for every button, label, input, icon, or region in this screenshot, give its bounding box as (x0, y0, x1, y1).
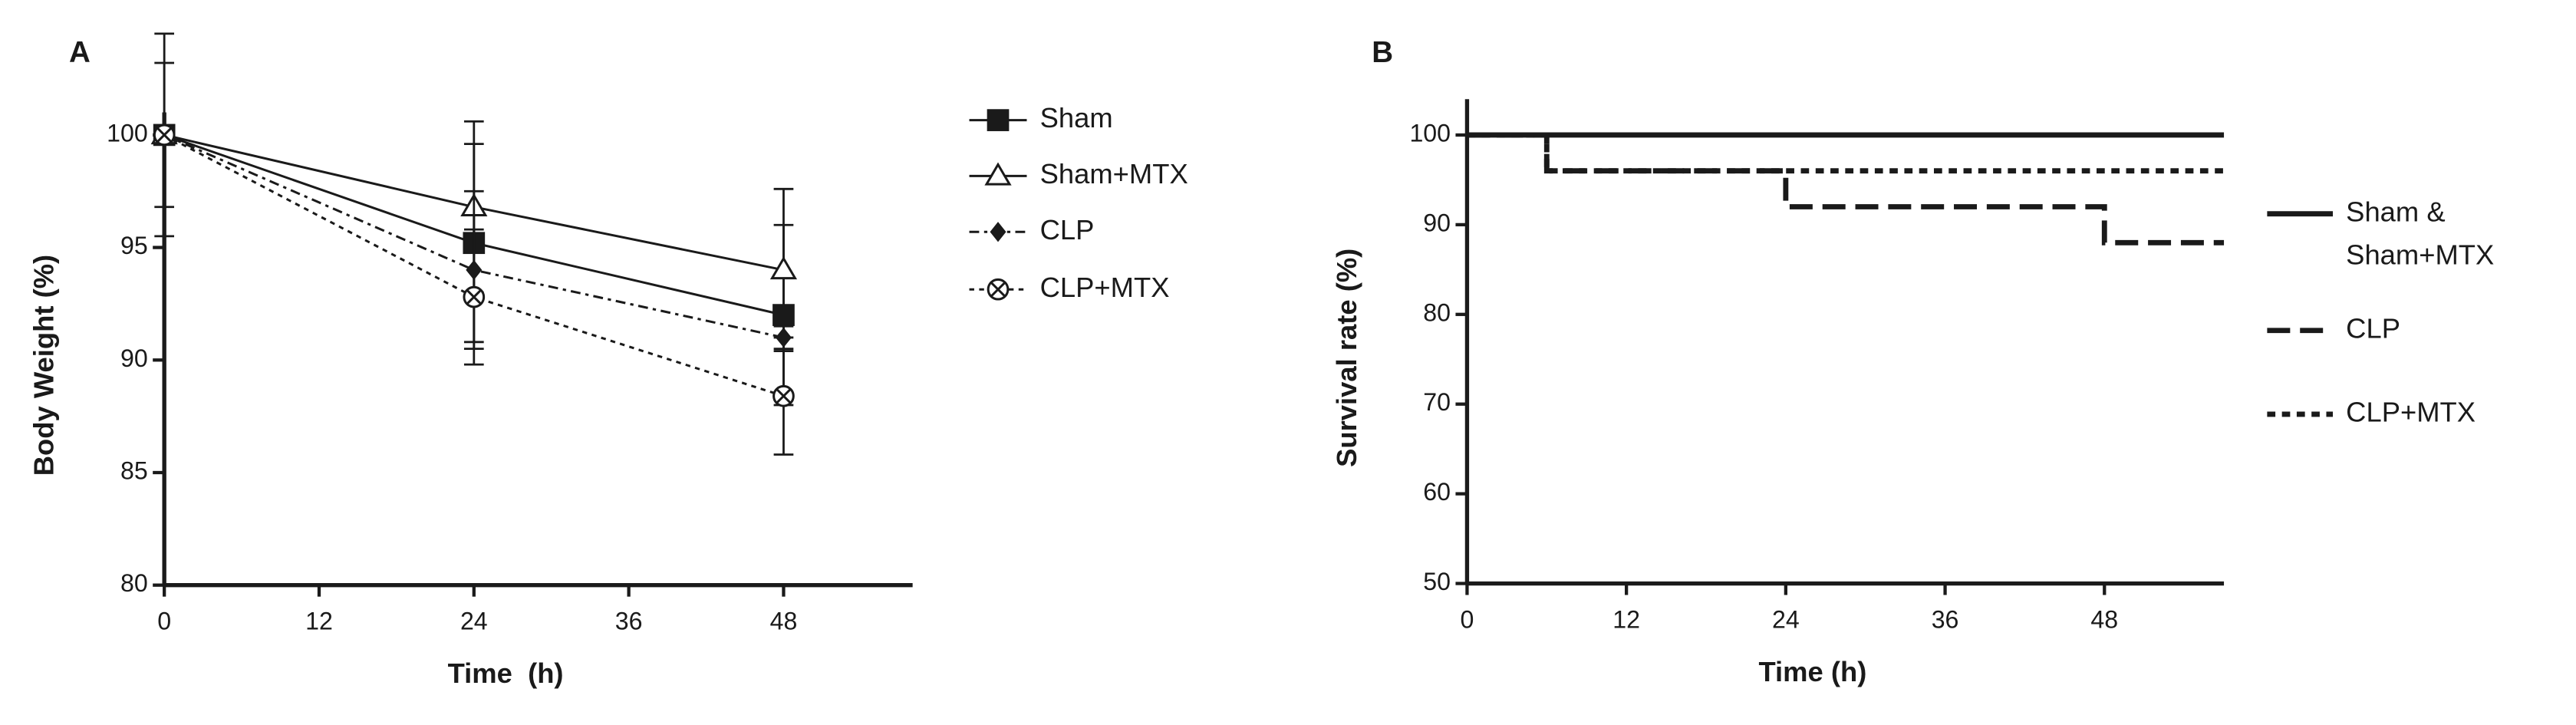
x-tick-label: 12 (1612, 605, 1640, 633)
y-tick-label: 50 (1423, 568, 1451, 595)
y-tick-label: 90 (1423, 209, 1451, 236)
legend-label: CLP (2346, 312, 2400, 344)
x-tick-label: 48 (770, 607, 798, 634)
y-axis-label: Survival rate (%) (1331, 249, 1362, 467)
x-tick-label: 36 (615, 607, 643, 634)
y-tick-label: 100 (107, 119, 148, 147)
x-tick-label: 24 (1772, 605, 1800, 633)
marker-cross (156, 127, 172, 143)
y-tick-label: 80 (1423, 298, 1451, 326)
legend-label: Sham & Sham+MTX (2346, 196, 2494, 270)
x-tick-label: 24 (460, 607, 488, 634)
y-tick-label: 90 (120, 344, 148, 372)
marker (153, 124, 176, 147)
marker (987, 278, 1010, 301)
legend-label: CLP+MTX (1040, 272, 1170, 303)
marker-cross (776, 388, 792, 404)
y-tick-label: 100 (1409, 119, 1451, 147)
x-tick-label: 36 (1932, 605, 1959, 633)
x-tick-label: 12 (305, 607, 333, 634)
y-tick-label: 70 (1423, 388, 1451, 416)
marker-cross (990, 282, 1006, 297)
panel-label: A (69, 36, 91, 69)
marker (990, 222, 1006, 242)
x-tick-label: 0 (157, 607, 171, 634)
x-tick-label: 0 (1461, 605, 1474, 633)
survival-curve (1467, 132, 2225, 174)
marker (772, 384, 795, 407)
y-tick-label: 95 (120, 232, 148, 259)
marker-cross (466, 289, 482, 305)
marker (463, 285, 486, 308)
marker (769, 255, 798, 280)
y-tick-label: 80 (120, 569, 148, 597)
y-axis-label: Body Weight (%) (28, 255, 60, 476)
marker (984, 162, 1012, 186)
x-tick-label: 48 (2090, 605, 2118, 633)
survival-curve (1467, 132, 2225, 246)
legend-label: Sham (1040, 102, 1113, 133)
legend-label: Sham+MTX (1040, 158, 1188, 189)
y-tick-label: 85 (120, 456, 148, 484)
panel-label: B (1372, 36, 1393, 69)
y-tick-label: 60 (1423, 478, 1451, 506)
x-axis-label: Time (h) (448, 657, 564, 689)
x-axis-label: Time (h) (1758, 656, 1866, 687)
legend-label: CLP (1040, 214, 1095, 246)
legend-label: CLP+MTX (2346, 397, 2476, 428)
marker (987, 109, 1010, 131)
